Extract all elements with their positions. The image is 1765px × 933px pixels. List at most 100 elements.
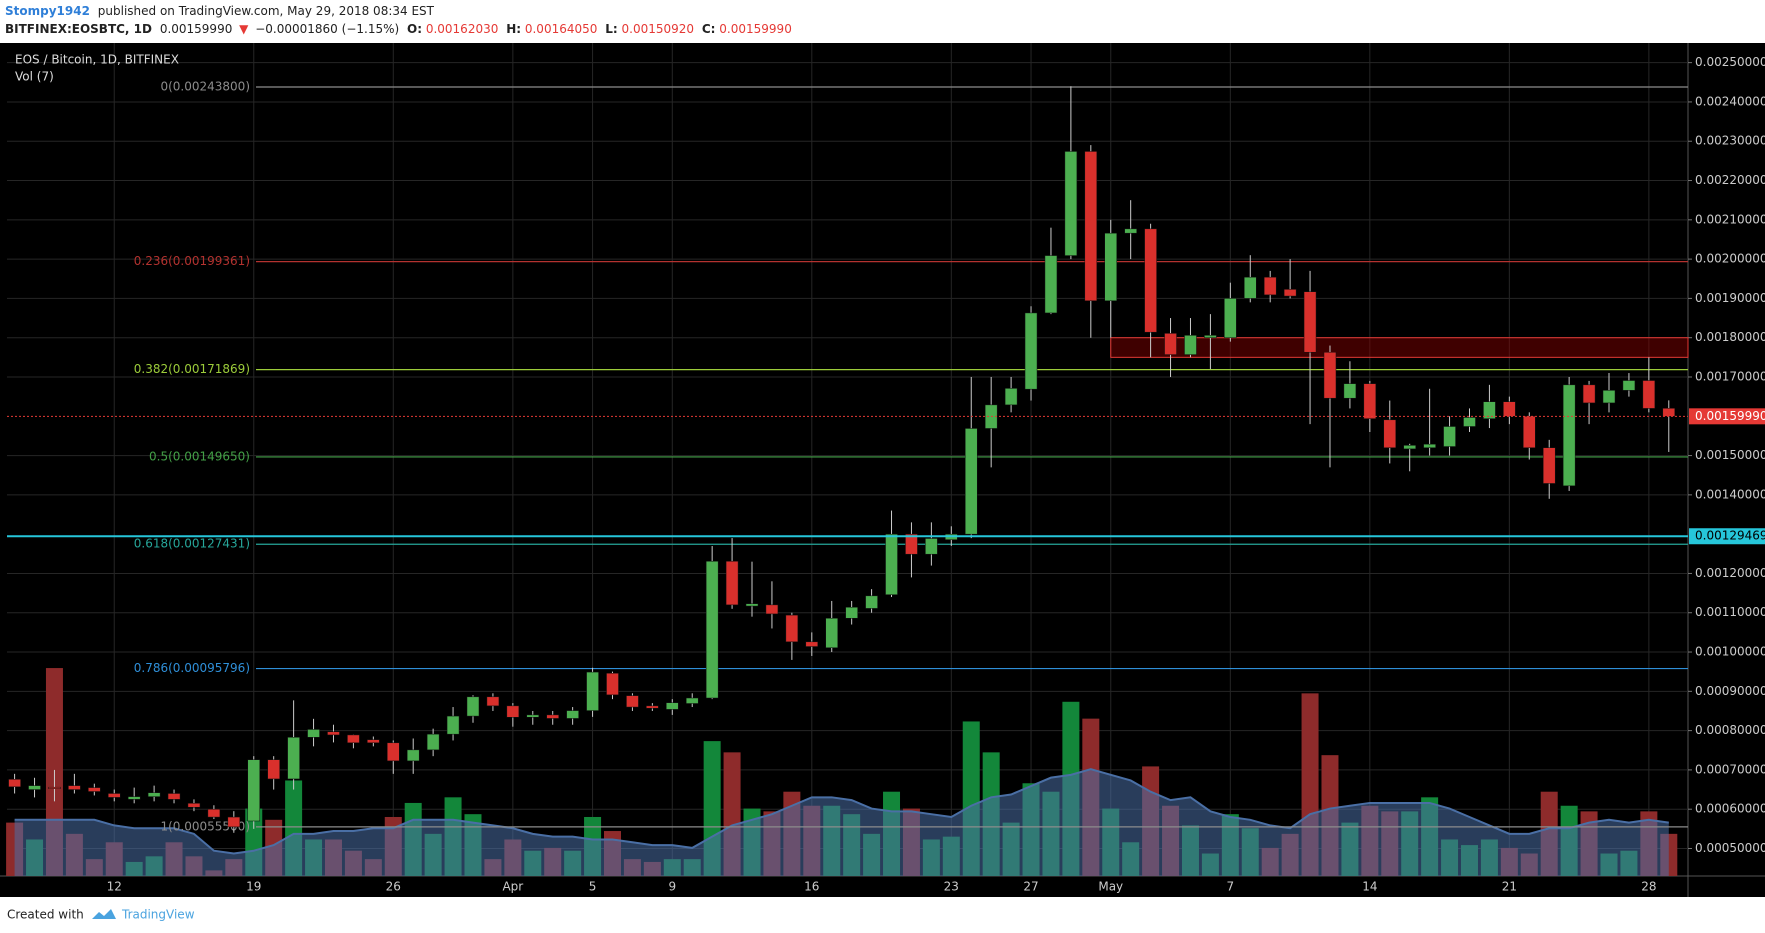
x-tick-label: 28 xyxy=(1641,880,1656,894)
fib-label: 0.786(0.00095796) xyxy=(134,661,250,675)
y-tick-label: 0.00170000 xyxy=(1695,369,1765,383)
candle-body xyxy=(1084,151,1098,302)
candle-body xyxy=(1642,380,1656,409)
chart-bg xyxy=(0,43,1765,897)
y-tick-label: 0.00120000 xyxy=(1695,566,1765,580)
candle-body xyxy=(1044,255,1058,314)
price-badge-label: 0.00159990 xyxy=(1695,409,1765,423)
candle-body xyxy=(1104,232,1117,302)
candle-body xyxy=(28,785,41,790)
candle-body xyxy=(964,428,978,535)
candle-body xyxy=(845,606,858,619)
x-tick-label: 27 xyxy=(1023,880,1038,894)
candle-body xyxy=(805,641,819,647)
y-tick-label: 0.00210000 xyxy=(1695,212,1765,226)
price-badge xyxy=(1689,408,1765,425)
candle-body xyxy=(1303,291,1317,353)
candle-body xyxy=(147,792,161,797)
y-tick-label: 0.00080000 xyxy=(1695,723,1765,737)
candle-body xyxy=(685,697,699,704)
candle-body xyxy=(1562,384,1576,487)
candle-body xyxy=(68,785,81,790)
candle-body xyxy=(506,705,520,718)
change: −0.00001860 (−1.15%) xyxy=(255,22,399,36)
candle-body xyxy=(1184,335,1197,355)
candle-body xyxy=(1483,401,1496,419)
y-tick-label: 0.00250000 xyxy=(1695,55,1765,69)
y-tick-label: 0.00110000 xyxy=(1695,605,1765,619)
candle-body xyxy=(1124,228,1137,234)
tv-logo xyxy=(92,909,116,919)
x-tick-label: 23 xyxy=(944,880,959,894)
price-badge xyxy=(1689,528,1765,545)
x-tick-label: 16 xyxy=(804,880,819,894)
y-tick-label: 0.00090000 xyxy=(1695,684,1765,698)
candle-body xyxy=(765,604,779,615)
candle-body xyxy=(1463,417,1476,427)
published: published on TradingView.com, May 29, 20… xyxy=(98,4,435,18)
candle-body xyxy=(885,533,898,595)
chart-title: EOS / Bitcoin, 1D, BITFINEX xyxy=(15,53,179,67)
x-tick-label: 5 xyxy=(589,880,597,894)
footer-created: Created with xyxy=(7,908,84,922)
fib-label: 0.5(0.00149650) xyxy=(149,449,250,463)
candle-body xyxy=(725,561,739,606)
low-value: 0.00150920 xyxy=(622,22,695,36)
candle-body xyxy=(406,749,420,762)
y-tick-label: 0.00050000 xyxy=(1695,841,1765,855)
volume-ma-area xyxy=(14,769,1669,876)
candle-body xyxy=(1622,380,1636,391)
low-label: L: xyxy=(605,22,617,36)
footer-brand[interactable]: TradingView xyxy=(121,908,195,922)
candle-body xyxy=(48,786,61,789)
author[interactable]: Stompy1942 xyxy=(5,4,90,18)
plot: 0.00250000 0.00240000 0.00230000 0.00220000… xyxy=(6,43,1765,894)
open-value: 0.00162030 xyxy=(426,22,499,36)
candle-body xyxy=(825,617,838,648)
y-tick-label: 0.00100000 xyxy=(1695,645,1765,659)
candle-body xyxy=(227,816,241,828)
candle-body xyxy=(566,710,579,719)
candle-body xyxy=(387,742,400,762)
candle-body xyxy=(207,808,221,818)
header-line-1: Stompy1942 published on TradingView.com,… xyxy=(5,4,435,18)
candle-body xyxy=(1542,447,1556,484)
candle-body xyxy=(705,561,719,699)
candle-body xyxy=(1064,151,1078,256)
header-bg xyxy=(0,0,1765,43)
candle-body xyxy=(1224,298,1237,338)
candle-body xyxy=(925,538,938,555)
candle-body xyxy=(1263,276,1277,296)
candle-body xyxy=(1503,401,1516,417)
header-line-2: BITFINEX:EOSBTC, 1D 0.00159990 ▼ −0.0000… xyxy=(5,22,792,36)
candle-body xyxy=(1323,351,1337,399)
y-tick-label: 0.00180000 xyxy=(1695,330,1765,344)
candle-body xyxy=(1423,443,1436,448)
x-tick-label: 7 xyxy=(1227,880,1235,894)
price-badge-label: 0.00129469 xyxy=(1695,529,1765,543)
fib-label: 0.236(0.00199361) xyxy=(134,254,250,268)
candle-body xyxy=(127,796,141,800)
x-tick-label: 19 xyxy=(246,880,261,894)
candle-body xyxy=(1343,383,1357,399)
y-tick-label: 0.00240000 xyxy=(1695,94,1765,108)
candle-body xyxy=(526,714,540,718)
x-tick-label: 9 xyxy=(668,880,676,894)
x-tick-label: May xyxy=(1098,880,1123,894)
fib-label: 0.382(0.00171869) xyxy=(134,362,250,376)
candle-body xyxy=(546,714,559,719)
symbol: BITFINEX:EOSBTC, 1D xyxy=(5,22,152,36)
candle-body xyxy=(606,673,619,696)
candle-body xyxy=(486,696,500,707)
high-value: 0.00164050 xyxy=(525,22,598,36)
candle-body xyxy=(347,734,360,744)
candle-body xyxy=(446,715,460,735)
candle-body xyxy=(1602,390,1616,404)
fib-label: 0.618(0.00127431) xyxy=(134,537,250,551)
candle-body xyxy=(745,603,759,607)
candle-body xyxy=(307,729,320,738)
close-label: C: xyxy=(702,22,716,36)
volume-label: Vol (7) xyxy=(15,70,54,84)
candle-body xyxy=(267,759,280,780)
